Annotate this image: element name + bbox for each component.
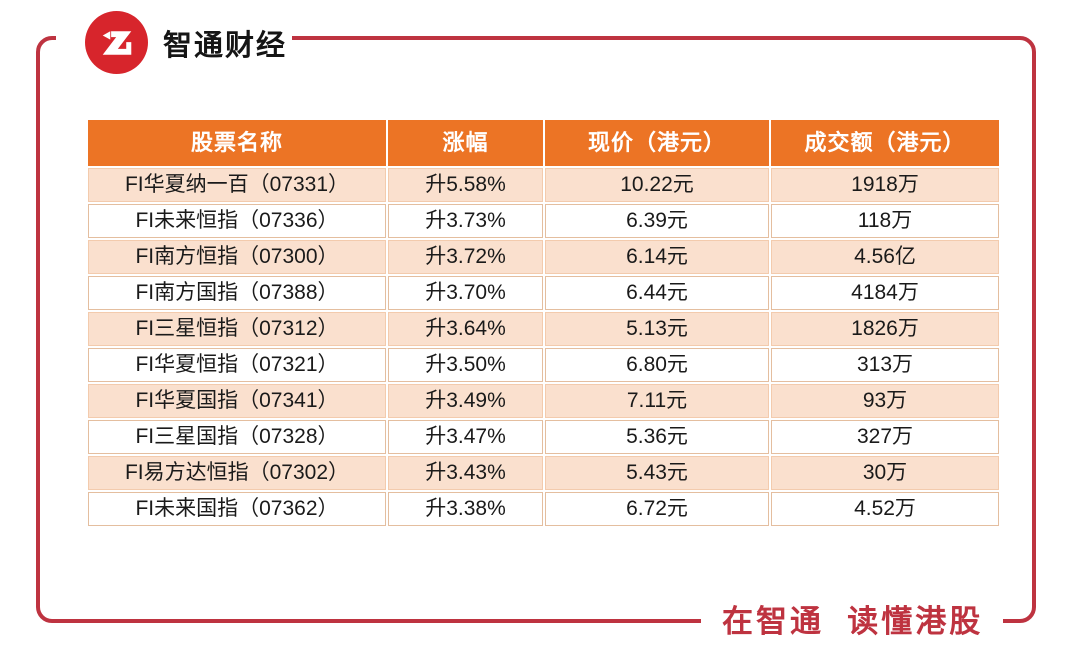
- cell-change: 升5.58%: [388, 168, 543, 202]
- cell-change: 升3.64%: [388, 312, 543, 346]
- cell-turnover: 30万: [771, 456, 999, 490]
- cell-change: 升3.72%: [388, 240, 543, 274]
- cell-change: 升3.38%: [388, 492, 543, 526]
- cell-stock-name: FI未来国指（07362）: [88, 492, 386, 526]
- cell-stock-name: FI未来恒指（07336）: [88, 204, 386, 238]
- cell-turnover: 118万: [771, 204, 999, 238]
- cell-stock-name: FI华夏国指（07341）: [88, 384, 386, 418]
- zhitong-logo-icon: [85, 11, 148, 74]
- cell-stock-name: FI三星恒指（07312）: [88, 312, 386, 346]
- border-frame: [36, 36, 1036, 623]
- header-cell: 现价（港元）: [545, 120, 769, 166]
- cell-price: 5.36元: [545, 420, 769, 454]
- cell-stock-name: FI南方恒指（07300）: [88, 240, 386, 274]
- cell-price: 6.14元: [545, 240, 769, 274]
- cell-price: 6.80元: [545, 348, 769, 382]
- cell-turnover: 313万: [771, 348, 999, 382]
- cell-price: 10.22元: [545, 168, 769, 202]
- cell-change: 升3.49%: [388, 384, 543, 418]
- etf-table: 股票名称 涨幅 现价（港元） 成交额（港元） FI华夏纳一百（07331） 升5.58% 1…: [88, 120, 999, 526]
- header-cell: 股票名称: [88, 120, 386, 166]
- cell-price: 7.11元: [545, 384, 769, 418]
- cell-price: 6.44元: [545, 276, 769, 310]
- cell-turnover: 327万: [771, 420, 999, 454]
- cell-stock-name: FI南方国指（07388）: [88, 276, 386, 310]
- brand-name: 智通财经: [163, 29, 288, 62]
- cell-turnover: 4184万: [771, 276, 999, 310]
- cell-stock-name: FI华夏恒指（07321）: [88, 348, 386, 382]
- border-gap-bottom: [701, 606, 1003, 632]
- cell-change: 升3.73%: [388, 204, 543, 238]
- cell-change: 升3.70%: [388, 276, 543, 310]
- cell-price: 6.72元: [545, 492, 769, 526]
- cell-price: 6.39元: [545, 204, 769, 238]
- cell-price: 5.43元: [545, 456, 769, 490]
- cell-turnover: 1918万: [771, 168, 999, 202]
- header-cell: 成交额（港元）: [771, 120, 999, 166]
- cell-stock-name: FI易方达恒指（07302）: [88, 456, 386, 490]
- cell-change: 升3.43%: [388, 456, 543, 490]
- cell-turnover: 93万: [771, 384, 999, 418]
- cell-turnover: 1826万: [771, 312, 999, 346]
- brand-logo: 智通财经: [85, 11, 287, 74]
- footer-slogan: 在智通 读懂港股: [722, 604, 984, 639]
- cell-turnover: 4.56亿: [771, 240, 999, 274]
- cell-change: 升3.50%: [388, 348, 543, 382]
- cell-change: 升3.47%: [388, 420, 543, 454]
- cell-stock-name: FI华夏纳一百（07331）: [88, 168, 386, 202]
- cell-price: 5.13元: [545, 312, 769, 346]
- header-cell: 涨幅: [388, 120, 543, 166]
- cell-turnover: 4.52万: [771, 492, 999, 526]
- cell-stock-name: FI三星国指（07328）: [88, 420, 386, 454]
